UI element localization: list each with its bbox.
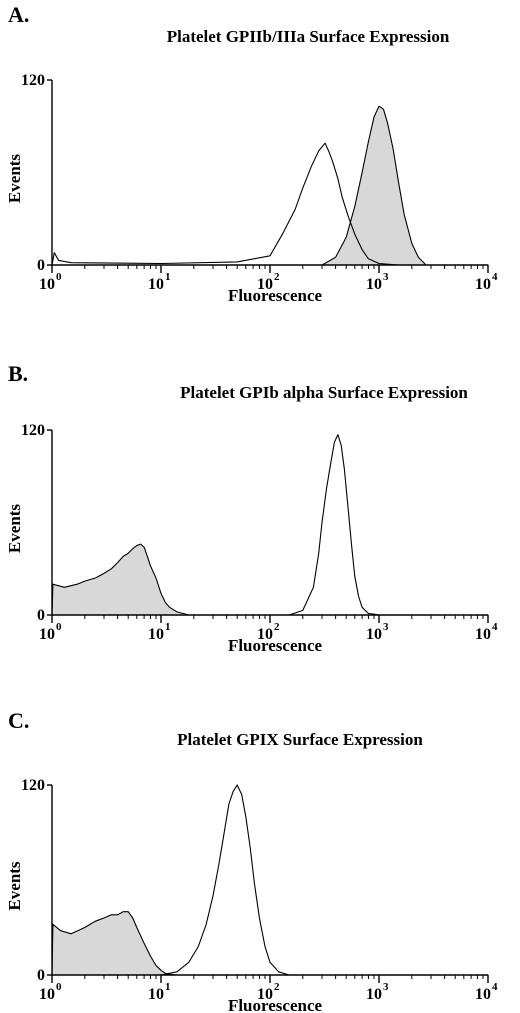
- x-tick-base: 10: [148, 986, 164, 1003]
- x-tick-base: 10: [366, 276, 382, 293]
- chart-title: Platelet GPIIb/IIIa Surface Expression: [167, 27, 450, 46]
- y-tick-label: 0: [37, 257, 45, 274]
- x-tick-exponent: 0: [56, 621, 62, 633]
- x-tick-label: 10 2: [257, 271, 280, 293]
- x-tick-exponent: 4: [492, 621, 498, 633]
- x-tick-base: 10: [257, 276, 273, 293]
- x-tick-label: 10 3: [366, 271, 389, 293]
- x-tick-exponent: 1: [165, 271, 171, 283]
- x-tick-base: 10: [39, 986, 55, 1003]
- x-tick-exponent: 1: [165, 621, 171, 633]
- y-axis-label: Events: [5, 861, 24, 911]
- x-tick-exponent: 4: [492, 271, 498, 283]
- panel-letter: C.: [8, 708, 29, 733]
- series-1-histogram: [52, 784, 488, 976]
- x-axis-label: Fluorescence: [228, 286, 323, 305]
- y-tick-label: 120: [21, 777, 45, 794]
- y-tick-label: 0: [37, 967, 45, 984]
- series-0-histogram: [51, 911, 489, 976]
- x-tick-label: 10 1: [148, 621, 171, 643]
- x-tick-base: 10: [475, 986, 491, 1003]
- x-tick-label: 10 2: [257, 621, 280, 643]
- x-tick-label: 10 3: [366, 981, 389, 1003]
- x-tick-exponent: 0: [56, 271, 62, 283]
- x-tick-exponent: 3: [383, 271, 389, 283]
- x-tick-base: 10: [366, 986, 382, 1003]
- x-axis-label: Fluorescence: [228, 636, 323, 655]
- x-tick-label: 10 3: [366, 621, 389, 643]
- series-0-histogram: [51, 142, 488, 266]
- series-1-histogram: [51, 105, 489, 266]
- x-tick-exponent: 2: [274, 981, 280, 993]
- x-tick-base: 10: [257, 986, 273, 1003]
- x-tick-base: 10: [475, 276, 491, 293]
- chart-panel-2: B. Platelet GPIb alpha Surface Expression…: [5, 361, 498, 655]
- x-axis-label: Fluorescence: [228, 996, 323, 1013]
- y-axis-label: Events: [5, 154, 24, 204]
- x-tick-label: 10 4: [475, 621, 498, 643]
- x-tick-label: 10 1: [148, 271, 171, 293]
- series-0-histogram: [51, 543, 489, 616]
- x-tick-exponent: 1: [165, 981, 171, 993]
- panel-letter: B.: [8, 361, 28, 386]
- chart-panel-3: C.Platelet GPIX Surface Expression012010…: [5, 708, 498, 1013]
- x-tick-label: 10 0: [39, 981, 62, 1003]
- x-tick-exponent: 2: [274, 271, 280, 283]
- x-tick-exponent: 4: [492, 981, 498, 993]
- x-tick-exponent: 3: [383, 621, 389, 633]
- x-tick-label: 10 4: [475, 271, 498, 293]
- x-tick-base: 10: [148, 276, 164, 293]
- x-tick-label: 10 0: [39, 621, 62, 643]
- y-tick-label: 0: [37, 607, 45, 624]
- chart-title: Platelet GPIX Surface Expression: [177, 730, 423, 749]
- y-axis-label: Events: [5, 504, 24, 554]
- y-tick-label: 120: [21, 72, 45, 89]
- x-tick-label: 10 2: [257, 981, 280, 1003]
- chart-title: Platelet GPIb alpha Surface Expression: [180, 383, 468, 402]
- series-1-histogram: [52, 434, 488, 616]
- x-tick-label: 10 1: [148, 981, 171, 1003]
- x-tick-base: 10: [148, 626, 164, 643]
- x-tick-base: 10: [475, 626, 491, 643]
- x-tick-label: 10 0: [39, 271, 62, 293]
- x-tick-base: 10: [257, 626, 273, 643]
- x-tick-exponent: 0: [56, 981, 62, 993]
- x-tick-exponent: 2: [274, 621, 280, 633]
- y-tick-label: 120: [21, 422, 45, 439]
- panel-letter: A.: [8, 2, 29, 27]
- x-tick-exponent: 3: [383, 981, 389, 993]
- chart-panel-1: A. Platelet GPIIb/IIIa Surface Expression…: [5, 2, 498, 305]
- x-tick-base: 10: [366, 626, 382, 643]
- x-tick-base: 10: [39, 626, 55, 643]
- x-tick-label: 10 4: [475, 981, 498, 1003]
- x-tick-base: 10: [39, 276, 55, 293]
